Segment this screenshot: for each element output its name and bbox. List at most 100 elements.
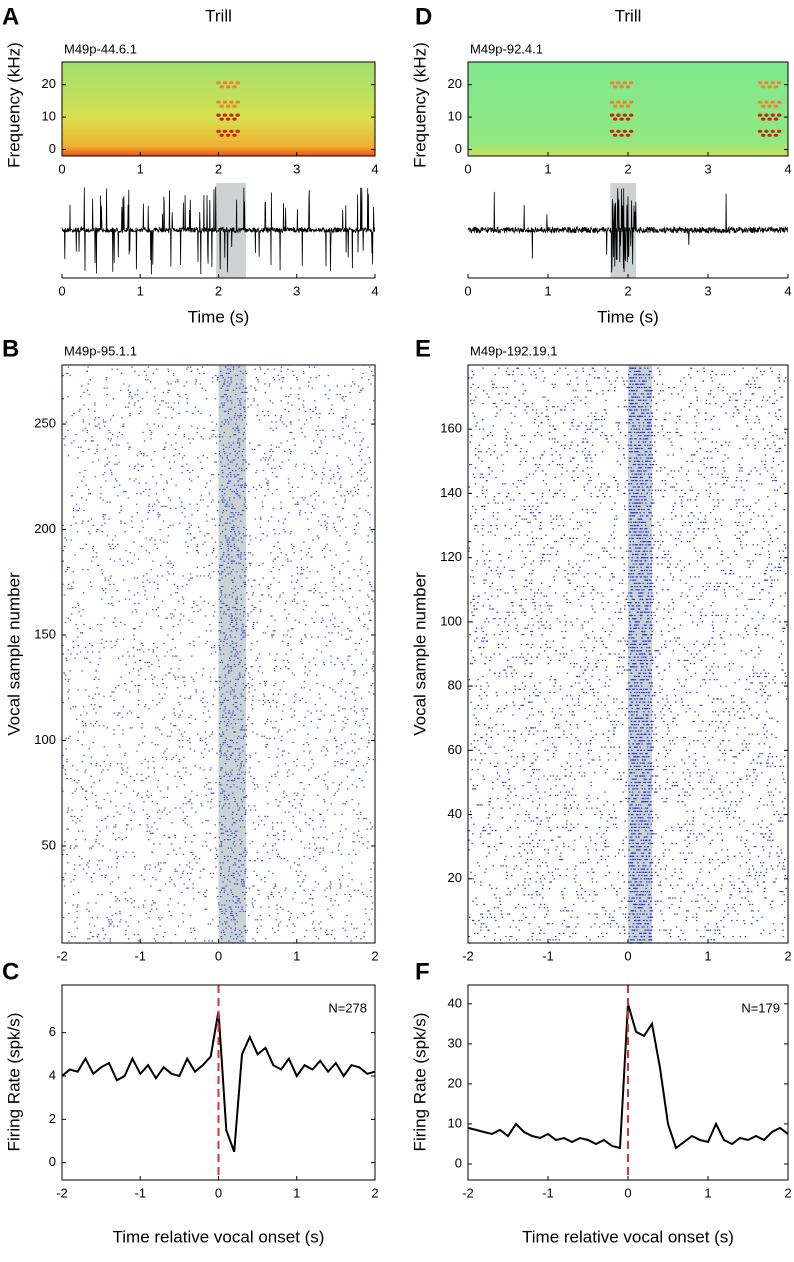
spike-dot [704,926,705,927]
spike-dot [345,828,346,829]
spike-dot [295,504,296,505]
spike-dot [77,928,78,929]
spike-dot [230,436,231,437]
spike-dot [146,814,147,815]
spike-dot [226,539,227,540]
spike-dot [298,419,299,420]
spike-dot [203,373,204,374]
spike-dot [315,584,316,585]
spike-dot [569,936,570,937]
spike-dot [333,436,334,437]
spike-dot [189,643,190,644]
spike-dot [193,611,194,612]
spike-dot [355,643,356,644]
spike-dot [203,712,204,713]
spike-dot [347,753,348,754]
spike-dot [233,649,234,650]
spike-dot [85,485,86,486]
spike-dot [628,933,629,934]
spike-dot [220,793,221,794]
spike-dot [190,928,191,929]
spike-dot [129,402,130,403]
spike-dot [235,643,236,644]
spike-dot [316,491,317,492]
spike-dot [243,615,244,616]
spike-dot [188,620,189,621]
spike-dot [95,795,96,796]
spike-dot [275,683,276,684]
spike-dot [589,939,590,940]
spike-dot [247,613,248,614]
spike-dot [224,499,225,500]
spike-dot [100,493,101,494]
spike-dot [702,885,703,886]
spike-dot [110,577,111,578]
spike-dot [237,936,238,937]
spike-dot [174,609,175,610]
spike-dot [282,750,283,751]
spike-dot [323,548,324,549]
spike-dot [628,920,629,921]
spike-dot [773,923,774,924]
spike-dot [163,753,164,754]
spike-dot [205,731,206,732]
spike-dot [357,835,358,836]
spike-dot [331,715,332,716]
spike-dot [143,491,144,492]
spike-dot [211,647,212,648]
spike-dot [237,440,238,441]
spike-dot [340,535,341,536]
spike-dot [221,426,222,427]
spike-dot [113,729,114,730]
spike-dot [272,472,273,473]
spike-dot [164,835,165,836]
spike-dot [650,901,651,902]
spike-dot [642,894,643,895]
spike-dot [235,637,236,638]
spike-dot [244,894,245,895]
spike-dot [178,402,179,403]
spike-dot [285,518,286,519]
spike-dot [544,907,545,908]
spike-dot [339,573,340,574]
spike-dot [84,428,85,429]
spike-dot [234,923,235,924]
spike-dot [373,664,374,665]
spike-dot [139,660,140,661]
spike-dot [271,516,272,517]
spike-dot [125,550,126,551]
spike-dot [118,445,119,446]
spike-dot [308,529,309,530]
spike-dot [168,497,169,498]
spike-dot [146,550,147,551]
spike-dot [162,601,163,602]
spike-dot [234,548,235,549]
y-tick-label: 2 [49,1111,56,1126]
spike-dot [76,845,77,846]
call-harmonic [777,114,781,117]
spike-dot [269,782,270,783]
spike-dot [226,605,227,606]
spike-dot [631,891,632,892]
spike-dot [242,791,243,792]
spike-dot [317,795,318,796]
spike-dot [292,601,293,602]
spike-dot [96,531,97,532]
spike-dot [102,845,103,846]
spike-dot [87,430,88,431]
spike-dot [151,909,152,910]
spike-dot [118,685,119,686]
spike-dot [361,653,362,654]
spike-dot [632,897,633,898]
spike-dot [691,901,692,902]
spike-dot [240,738,241,739]
spike-dot [77,653,78,654]
spike-dot [235,930,236,931]
spike-dot [225,529,226,530]
spike-dot [63,917,64,918]
spike-dot [105,877,106,878]
spike-dot [203,499,204,500]
spike-dot [115,839,116,840]
spike-dot [68,679,69,680]
spike-dot [337,472,338,473]
